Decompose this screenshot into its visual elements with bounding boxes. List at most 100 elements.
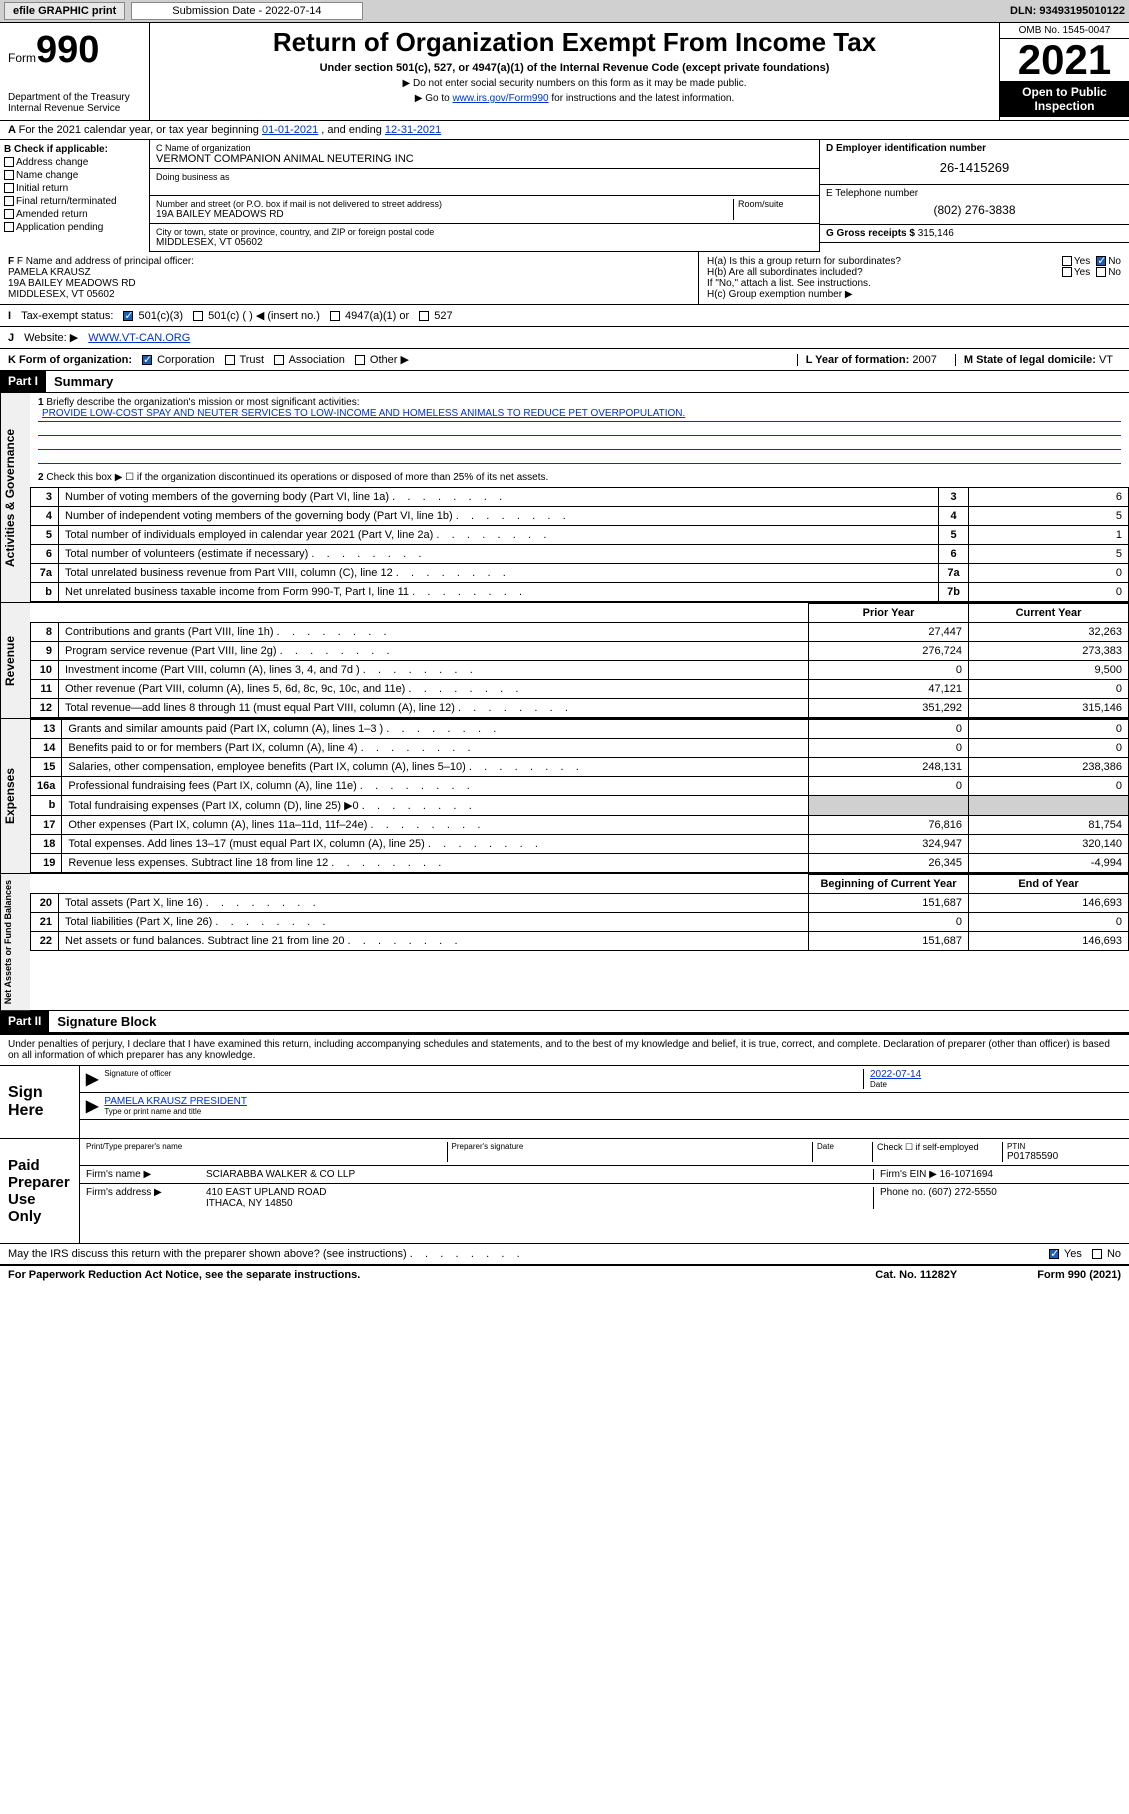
prep-name-label: Print/Type preparer's name	[86, 1142, 447, 1151]
activities-governance-section: Activities & Governance 1 Briefly descri…	[0, 393, 1129, 603]
top-toolbar: efile GRAPHIC print Submission Date - 20…	[0, 0, 1129, 22]
ha-label: H(a) Is this a group return for subordin…	[707, 256, 1062, 267]
form-number: Form990	[8, 29, 141, 72]
ha-no[interactable]: No	[1096, 256, 1121, 267]
chk-application-pending[interactable]: Application pending	[4, 222, 145, 233]
current-value: 0	[969, 680, 1129, 699]
firm-ein-label: Firm's EIN ▶	[880, 1169, 937, 1180]
may-irs-yes[interactable]: Yes	[1049, 1248, 1082, 1260]
dept-treasury: Department of the Treasury	[8, 92, 141, 103]
chk-address-change[interactable]: Address change	[4, 157, 145, 168]
net-assets-section: Net Assets or Fund Balances Beginning of…	[0, 874, 1129, 1011]
firm-phone: (607) 272-5550	[928, 1187, 996, 1198]
chk-initial-return[interactable]: Initial return	[4, 183, 145, 194]
chk-trust[interactable]: Trust	[225, 354, 265, 366]
chk-501c[interactable]: 501(c) ( ) ◀ (insert no.)	[193, 309, 320, 322]
line-num: 17	[31, 816, 62, 835]
street-address: 19A BAILEY MEADOWS RD	[156, 209, 733, 220]
may-irs-no[interactable]: No	[1092, 1248, 1121, 1260]
prior-value: 0	[809, 739, 969, 758]
efile-button[interactable]: efile GRAPHIC print	[4, 2, 125, 20]
prior-value: 248,131	[809, 758, 969, 777]
line-value: 5	[969, 507, 1129, 526]
chk-501c3[interactable]: 501(c)(3)	[123, 310, 183, 322]
city-state-zip: MIDDLESEX, VT 05602	[156, 237, 813, 248]
part1-badge: Part I	[0, 371, 46, 392]
form-title: Return of Organization Exempt From Incom…	[158, 27, 991, 58]
line-box: 7b	[939, 583, 969, 602]
ein-value: 26-1415269	[826, 154, 1123, 181]
prior-value: 324,947	[809, 835, 969, 854]
signature-block: Under penalties of perjury, I declare th…	[0, 1033, 1129, 1265]
name-title-label: Type or print name and title	[104, 1107, 1123, 1116]
ein-label: D Employer identification number	[826, 143, 1123, 154]
website-value[interactable]: WWW.VT-CAN.ORG	[88, 332, 190, 344]
phone-value: (802) 276-3838	[826, 199, 1123, 221]
chk-527[interactable]: 527	[419, 310, 452, 322]
firm-addr1: 410 EAST UPLAND ROAD	[206, 1187, 873, 1198]
current-value: -4,994	[969, 854, 1129, 873]
form-org-label: K Form of organization:	[8, 354, 132, 366]
line-box: 4	[939, 507, 969, 526]
line-value: 0	[969, 564, 1129, 583]
hc-label: H(c) Group exemption number ▶	[707, 289, 1121, 300]
phone-label: E Telephone number	[826, 188, 1123, 199]
footer-left: For Paperwork Reduction Act Notice, see …	[8, 1269, 360, 1281]
chk-final-return[interactable]: Final return/terminated	[4, 196, 145, 207]
chk-4947[interactable]: 4947(a)(1) or	[330, 310, 409, 322]
line-num: 3	[31, 488, 59, 507]
sig-officer-label: Signature of officer	[104, 1069, 863, 1078]
line-num: 16a	[31, 777, 62, 796]
line-text: Professional fundraising fees (Part IX, …	[62, 777, 809, 796]
open-pub-1: Open to Public	[1004, 85, 1125, 99]
line-text: Number of independent voting members of …	[59, 507, 939, 526]
line-num: 22	[31, 932, 59, 951]
prep-date-label: Date	[817, 1142, 872, 1151]
chk-assoc[interactable]: Association	[274, 354, 345, 366]
mission-label: Briefly describe the organization's miss…	[46, 397, 359, 408]
form-990-num: 990	[36, 29, 99, 71]
chk-other[interactable]: Other ▶	[355, 353, 409, 366]
prior-value: 0	[809, 913, 969, 932]
line-text: Total expenses. Add lines 13–17 (must eq…	[62, 835, 809, 854]
self-employed-check[interactable]: Check ☐ if self-employed	[873, 1142, 1003, 1162]
line-num: b	[31, 796, 62, 816]
row-i: I Tax-exempt status: 501(c)(3) 501(c) ( …	[0, 305, 1129, 327]
line2-text: Check this box ▶ ☐ if the organization d…	[46, 472, 548, 483]
line-num: 9	[31, 642, 59, 661]
goto-pre: ▶ Go to	[415, 93, 453, 104]
chk-corp[interactable]: Corporation	[142, 354, 215, 366]
line-text: Total number of volunteers (estimate if …	[59, 545, 939, 564]
line-num: b	[31, 583, 59, 602]
chk-name-change[interactable]: Name change	[4, 170, 145, 181]
chk-amended[interactable]: Amended return	[4, 209, 145, 220]
line-box: 5	[939, 526, 969, 545]
ha-yes[interactable]: Yes	[1062, 256, 1090, 267]
date-label: Date	[870, 1080, 1123, 1089]
line-box: 3	[939, 488, 969, 507]
city-label: City or town, state or province, country…	[156, 227, 813, 237]
line-num: 5	[31, 526, 59, 545]
hb-no[interactable]: No	[1096, 267, 1121, 278]
current-value: 9,500	[969, 661, 1129, 680]
current-value: 0	[969, 720, 1129, 739]
officer-label: F Name and address of principal officer:	[17, 256, 194, 267]
part2-header: Part II Signature Block	[0, 1011, 1129, 1033]
hb-yes[interactable]: Yes	[1062, 267, 1090, 278]
open-public-badge: Open to Public Inspection	[1000, 81, 1129, 117]
footer-right: Form 990 (2021)	[1037, 1269, 1121, 1281]
tax-year-end: 12-31-2021	[385, 124, 441, 136]
current-value: 0	[969, 777, 1129, 796]
irs-link[interactable]: www.irs.gov/Form990	[452, 93, 548, 104]
box-d-e-g: D Employer identification number 26-1415…	[819, 140, 1129, 252]
part1-title: Summary	[46, 371, 121, 392]
may-irs-discuss: May the IRS discuss this return with the…	[8, 1248, 520, 1260]
line-num: 6	[31, 545, 59, 564]
current-value: 273,383	[969, 642, 1129, 661]
balance-table: Beginning of Current Year End of Year20 …	[30, 874, 1129, 951]
current-value: 146,693	[969, 932, 1129, 951]
line-text: Total unrelated business revenue from Pa…	[59, 564, 939, 583]
line-num: 20	[31, 894, 59, 913]
line-value: 0	[969, 583, 1129, 602]
prior-value: 351,292	[809, 699, 969, 718]
